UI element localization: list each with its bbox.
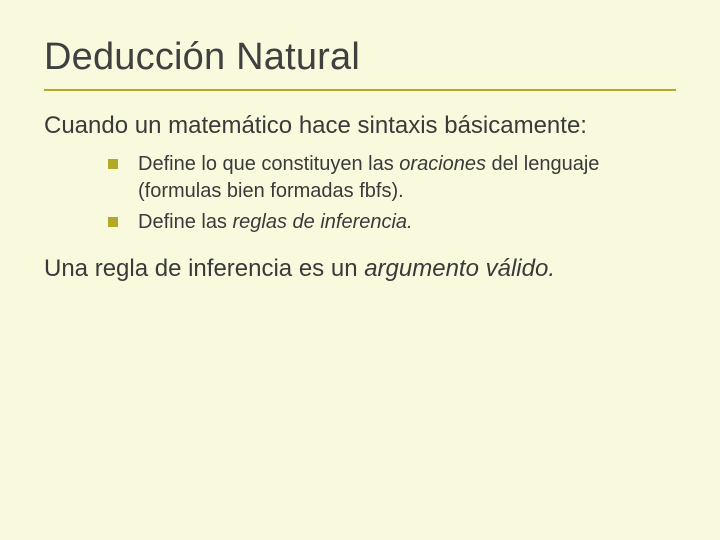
bullet-text-em: oraciones — [399, 153, 486, 175]
closing-text: Una regla de inferencia es un argumento … — [44, 254, 676, 284]
closing-pre: Una regla de inferencia es un — [44, 255, 364, 282]
bullet-text-pre: Define lo que constituyen las — [138, 153, 399, 175]
closing-paragraph: Una regla de inferencia es un argumento … — [44, 254, 676, 284]
closing-mid — [479, 255, 486, 282]
closing-em-1: argumento — [364, 255, 479, 282]
list-item: Define lo que constituyen las oraciones … — [108, 151, 676, 205]
slide: Deducción Natural Cuando un matemático h… — [0, 0, 720, 284]
slide-title: Deducción Natural — [44, 36, 676, 89]
intro-text: Cuando un matemático hace sintaxis básic… — [44, 111, 676, 141]
closing-em-2: válido. — [486, 255, 555, 282]
bullet-list: Define lo que constituyen las oraciones … — [44, 151, 676, 236]
intro-paragraph: Cuando un matemático hace sintaxis básic… — [44, 111, 676, 141]
bullet-text-em: reglas de inferencia. — [233, 211, 413, 233]
bullet-text-pre: Define las — [138, 211, 233, 233]
title-underline — [44, 89, 676, 91]
list-item: Define las reglas de inferencia. — [108, 209, 676, 236]
